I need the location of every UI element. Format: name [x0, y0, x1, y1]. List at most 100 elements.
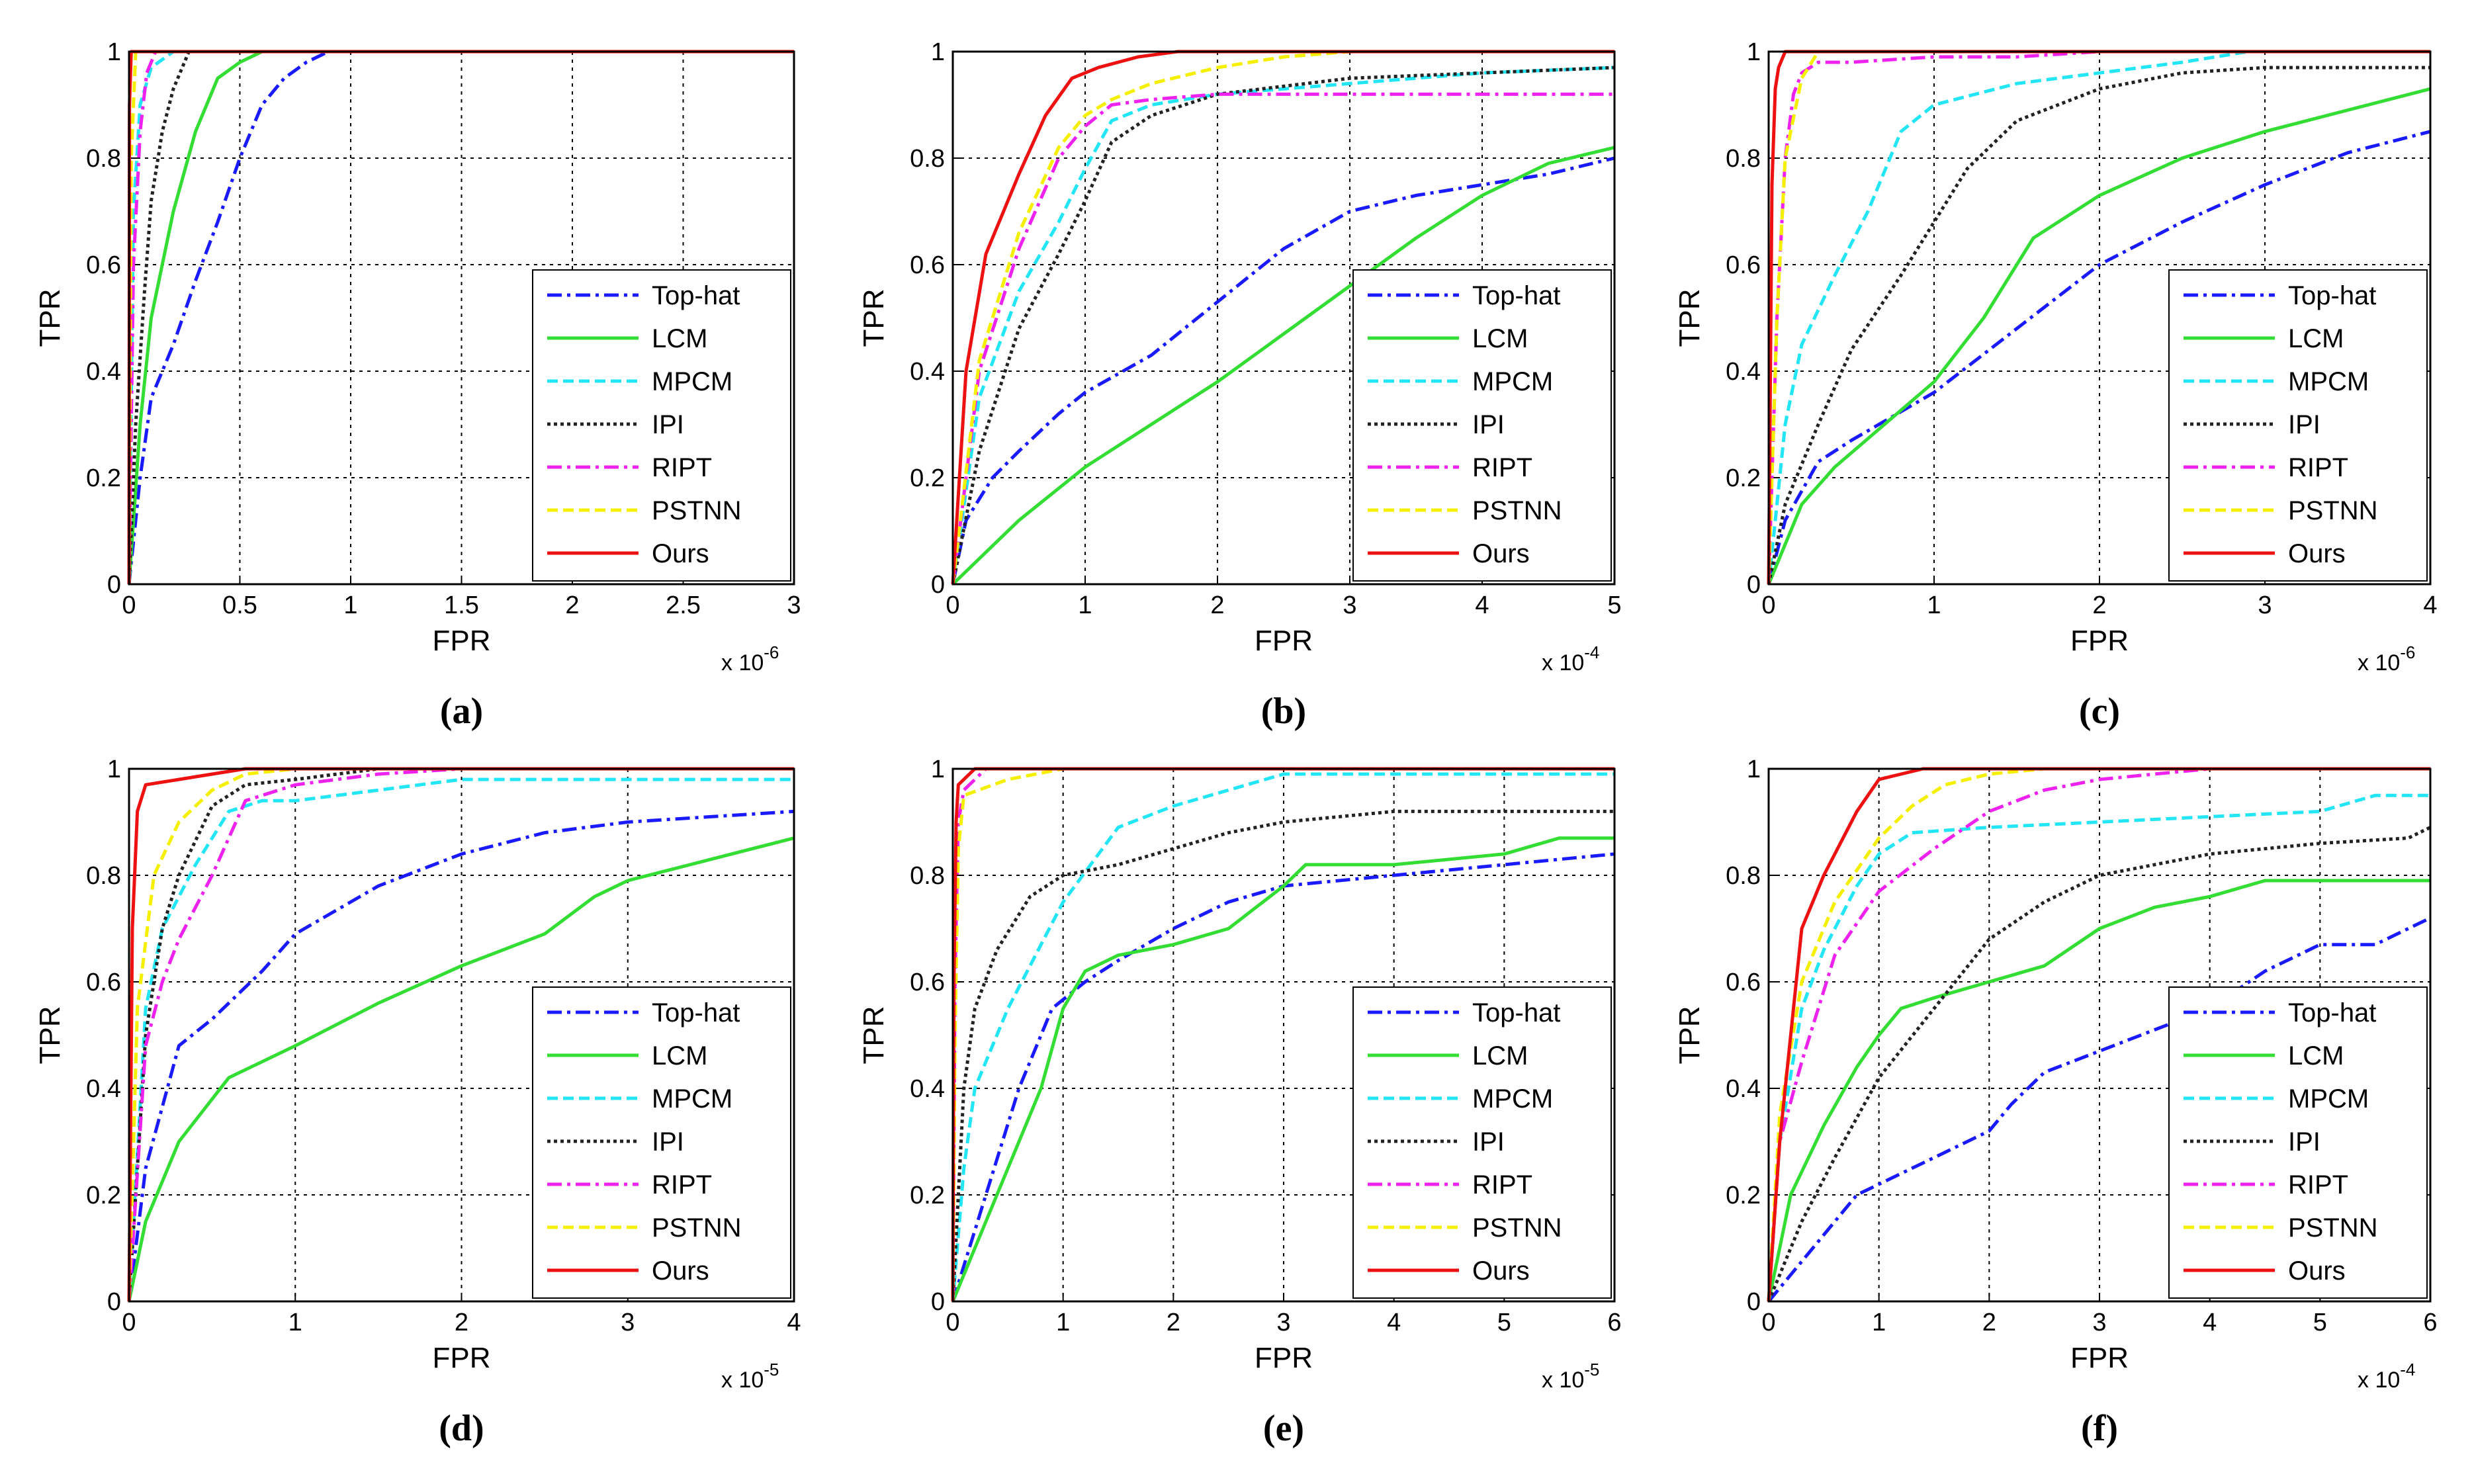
y-tick-label: 0.2 — [86, 464, 121, 492]
x-tick-label: 3 — [2092, 1309, 2106, 1336]
axis-multiplier-base: x 10 — [1542, 1368, 1584, 1393]
y-tick-label: 1 — [931, 38, 945, 66]
x-tick-label: 0 — [946, 591, 959, 619]
series-line-ipi — [951, 65, 1615, 585]
legend-label-mpcm: MPCM — [1472, 1084, 1553, 1113]
x-tick-label: 1 — [1078, 591, 1092, 619]
axis-multiplier-exponent: -6 — [2400, 642, 2415, 662]
y-tick-label: 0.4 — [1726, 358, 1761, 386]
y-tick-label: 1 — [1747, 756, 1761, 783]
legend-label-ipi: IPI — [652, 1127, 684, 1157]
legend-label-top-hat: Top-hat — [2288, 281, 2376, 310]
chart-panel-5: 0 1 2 3 4 5 6 0 0.2 0.4 0.6 0.8 1 Top-hat LCM MPCM IPI RI… — [858, 756, 1622, 1449]
legend-label-ours: Ours — [2288, 539, 2346, 568]
plot-frame — [951, 50, 1616, 586]
legend-label-ipi: IPI — [652, 410, 684, 439]
x-tick-label: 0 — [122, 591, 136, 619]
y-tick-label: 0.2 — [910, 464, 945, 492]
x-tick-label: 2.5 — [666, 591, 701, 619]
series-line-top-hat — [127, 809, 795, 1302]
y-tick-label: 0.6 — [86, 969, 121, 996]
y-axis-title: TPR — [34, 1006, 66, 1065]
panel-caption: (e) — [1263, 1408, 1304, 1449]
legend: Top-hat LCM MPCM IPI RIPT PSTNN Ours — [2168, 269, 2428, 582]
legend: Top-hat LCM MPCM IPI RIPT PSTNN Ours — [1352, 986, 1612, 1299]
y-tick-label: 0.6 — [1726, 251, 1761, 279]
chart-panel-1: 0 0.5 1 1.5 2 2.5 3 0 0.2 0.4 0.6 0.8 1 Top-hat LCM MPC… — [34, 38, 801, 732]
axis-multiplier-base: x 10 — [1542, 650, 1584, 676]
legend-label-lcm: LCM — [1472, 324, 1528, 353]
axis-multiplier-exponent: -6 — [764, 642, 779, 662]
x-axis-title: FPR — [2070, 1342, 2129, 1374]
y-tick-label: 1 — [107, 756, 121, 783]
x-tick-label: 1 — [1927, 591, 1941, 619]
chart-panel-3: 0 1 2 3 4 0 0.2 0.4 0.6 0.8 1 Top-hat LCM MPCM IPI RIPT… — [1673, 38, 2438, 732]
x-tick-label: 1.5 — [444, 591, 479, 619]
series-line-pstnn — [951, 50, 1614, 585]
x-tick-label: 3 — [621, 1309, 635, 1336]
y-tick-label: 0.6 — [1726, 969, 1761, 996]
series-line-top-hat — [1767, 130, 2431, 585]
x-tick-label: 1 — [343, 591, 357, 619]
y-tick-label: 0.8 — [1726, 145, 1761, 173]
plot-frame — [128, 767, 795, 1303]
x-tick-label: 3 — [2258, 591, 2272, 619]
y-tick-label: 0.4 — [910, 1075, 945, 1103]
legend-label-ours: Ours — [1472, 1256, 1530, 1286]
axis-multiplier: x 10-4 — [2358, 1360, 2415, 1393]
y-axis-title: TPR — [34, 289, 66, 347]
y-tick-label: 1 — [931, 756, 945, 783]
y-tick-label: 0.4 — [86, 1075, 121, 1103]
x-tick-label: 1 — [1056, 1309, 1070, 1336]
legend-label-pstnn: PSTNN — [1472, 1213, 1562, 1243]
axis-multiplier: x 10-6 — [2358, 642, 2415, 676]
x-tick-label: 2 — [1210, 591, 1224, 619]
y-tick-label: 0 — [931, 1288, 945, 1316]
axis-multiplier-base: x 10 — [721, 650, 764, 676]
panel-caption: (c) — [2079, 691, 2120, 732]
panel-caption: (a) — [440, 691, 483, 732]
legend-label-mpcm: MPCM — [652, 1084, 732, 1113]
plot-frame — [1767, 50, 2432, 586]
x-tick-label: 1 — [288, 1309, 302, 1336]
chart-panel-6: 0 1 2 3 4 5 6 0 0.2 0.4 0.6 0.8 1 Top-hat LCM MPCM IPI RI… — [1673, 756, 2438, 1449]
legend-label-lcm: LCM — [652, 324, 707, 353]
x-tick-label: 4 — [1475, 591, 1489, 619]
axis-multiplier-exponent: -5 — [1584, 1360, 1599, 1379]
x-tick-label: 2 — [1982, 1309, 1996, 1336]
panel-caption: (f) — [2081, 1408, 2118, 1449]
y-tick-label: 0.4 — [1726, 1075, 1761, 1103]
series-line-lcm — [951, 146, 1615, 586]
legend-label-top-hat: Top-hat — [1472, 998, 1560, 1027]
series-line-top-hat — [1767, 916, 2432, 1303]
legend: Top-hat LCM MPCM IPI RIPT PSTNN Ours — [2168, 986, 2428, 1299]
y-tick-label: 1 — [1747, 38, 1761, 66]
legend-label-ript: RIPT — [1472, 453, 1532, 482]
series-line-lcm — [1767, 879, 2430, 1302]
x-tick-label: 0 — [1761, 1309, 1775, 1336]
x-tick-label: 5 — [1607, 591, 1621, 619]
axis-multiplier-base: x 10 — [721, 1368, 764, 1393]
series-line-ipi — [1767, 65, 2430, 585]
x-tick-label: 0.5 — [222, 591, 257, 619]
y-tick-label: 0 — [107, 571, 121, 599]
legend: Top-hat LCM MPCM IPI RIPT PSTNN Ours — [532, 269, 791, 582]
x-tick-label: 2 — [2092, 591, 2106, 619]
series-line-top-hat — [951, 156, 1615, 585]
legend: Top-hat LCM MPCM IPI RIPT PSTNN Ours — [1352, 269, 1612, 582]
legend-label-ipi: IPI — [2288, 410, 2320, 439]
y-tick-label: 1 — [107, 38, 121, 66]
y-tick-label: 0.2 — [910, 1182, 945, 1209]
legend-label-ript: RIPT — [652, 1170, 712, 1200]
axis-multiplier-exponent: -4 — [1584, 642, 1599, 662]
legend-label-lcm: LCM — [2288, 324, 2344, 353]
series-line-lcm — [127, 836, 795, 1302]
series-line-mpcm — [1767, 793, 2430, 1302]
axis-multiplier-base: x 10 — [2358, 650, 2400, 676]
x-axis-title: FPR — [1255, 1342, 1313, 1374]
x-tick-label: 5 — [2313, 1309, 2327, 1336]
x-axis-title: FPR — [433, 1342, 491, 1374]
x-tick-label: 3 — [787, 591, 801, 619]
x-tick-label: 5 — [1497, 1309, 1511, 1336]
legend-label-pstnn: PSTNN — [652, 496, 742, 525]
